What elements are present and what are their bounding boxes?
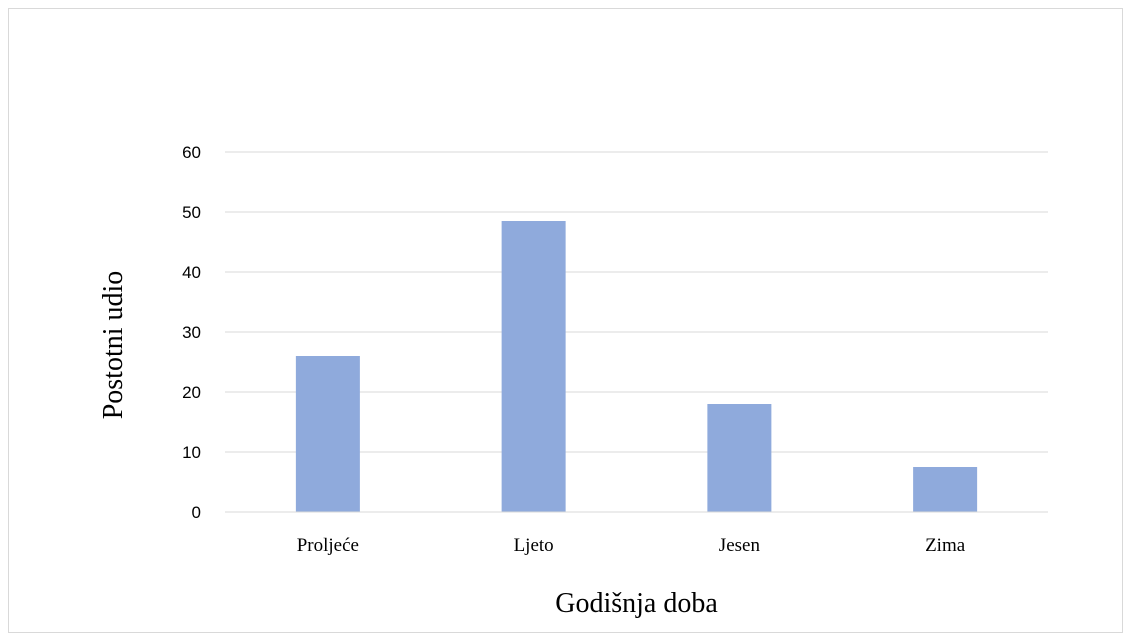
y-tick-label: 20 xyxy=(182,383,201,402)
y-axis-title: Postotni udio xyxy=(98,271,129,420)
x-tick-label: Ljeto xyxy=(514,535,554,556)
x-axis-title: Godišnja doba xyxy=(555,588,718,619)
bar-ljeto xyxy=(501,221,566,512)
bar-zima xyxy=(913,467,978,512)
x-axis-ticks: Proljeće Ljeto Jesen Zima xyxy=(297,535,966,556)
bars xyxy=(295,221,978,512)
y-tick-label: 50 xyxy=(182,203,201,222)
x-tick-label: Zima xyxy=(925,535,966,556)
y-tick-label: 30 xyxy=(182,323,201,342)
x-tick-label: Jesen xyxy=(719,535,761,556)
bar-proljeće xyxy=(295,356,360,512)
y-tick-label: 10 xyxy=(182,443,201,462)
bar-jesen xyxy=(707,404,772,512)
x-tick-label: Proljeće xyxy=(297,535,359,556)
y-axis-ticks: 0 10 20 30 40 50 60 xyxy=(182,143,201,522)
gridlines xyxy=(225,151,1048,453)
y-tick-label: 60 xyxy=(182,143,201,162)
y-tick-label: 0 xyxy=(192,503,201,522)
y-tick-label: 40 xyxy=(182,263,201,282)
